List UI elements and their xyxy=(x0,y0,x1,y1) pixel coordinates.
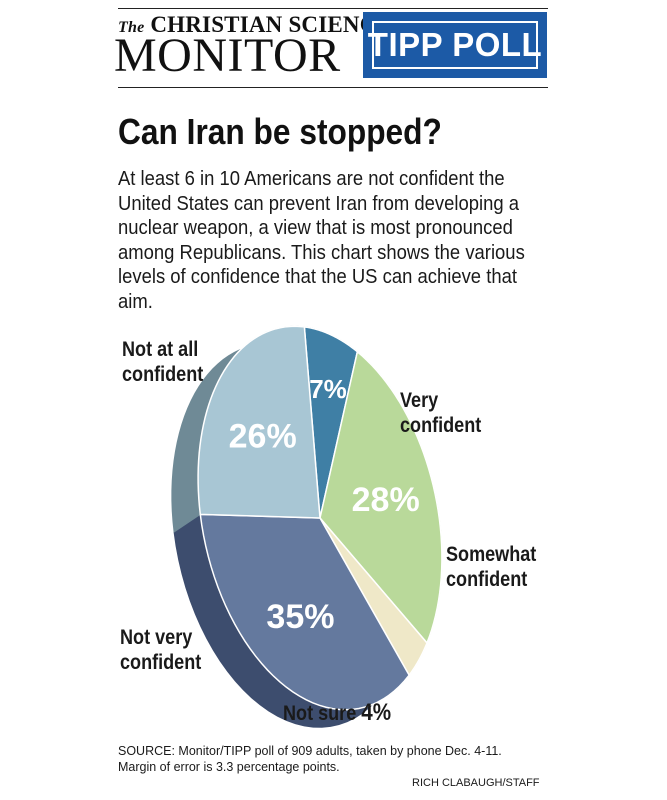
headline: Can Iran be stopped? xyxy=(118,111,442,152)
dek-paragraph: At least 6 in 10 Americans are not confi… xyxy=(118,167,525,313)
tipp-poll-badge-text: TIPP POLL xyxy=(368,21,542,69)
source-note: SOURCE: Monitor/TIPP poll of 909 adults,… xyxy=(118,743,502,775)
label-very-confident: Very confident xyxy=(400,388,481,438)
masthead-monitor: MONITOR xyxy=(114,29,341,82)
source-line-2: Margin of error is 3.3 percentage points… xyxy=(118,760,340,774)
label-somewhat-confident: Somewhat confident xyxy=(446,542,536,592)
pie-slice-2 xyxy=(319,517,428,677)
label-very-line2: confident xyxy=(400,414,482,437)
pie-slice-1 xyxy=(319,350,443,645)
masthead-the: The xyxy=(118,19,145,36)
label-not-sure: Not sure 4% xyxy=(283,700,391,726)
pie-value-label-3: 35% xyxy=(266,598,334,636)
pie-slice-0 xyxy=(303,326,359,519)
graphic-credit: RICH CLABAUGH/STAFF xyxy=(412,777,540,789)
tipp-poll-badge: TIPP POLL xyxy=(363,12,547,78)
label-not-very-line1: Not very xyxy=(120,626,193,649)
label-not-very-confident: Not very confident xyxy=(120,625,201,675)
masthead-bottom-rule xyxy=(118,87,548,88)
label-not-at-all-line2: confident xyxy=(122,363,204,386)
pie-slice-4 xyxy=(197,325,321,519)
source-line-1: SOURCE: Monitor/TIPP poll of 909 adults,… xyxy=(118,744,502,758)
label-not-at-all-line1: Not at all xyxy=(122,338,199,361)
label-not-very-line2: confident xyxy=(120,651,202,674)
pie-value-label-0: 7% xyxy=(309,374,347,404)
pie-value-label-1: 28% xyxy=(352,481,420,519)
masthead-christian-science: The CHRISTIAN SCIENCE xyxy=(118,12,392,38)
masthead-christian-science-text: CHRISTIAN SCIENCE xyxy=(150,12,393,37)
pie-tops xyxy=(197,325,443,711)
label-somewhat-line2: confident xyxy=(446,568,528,591)
label-not-sure-text: Not sure xyxy=(283,702,357,725)
pie-slice-3 xyxy=(199,513,411,711)
pie-value-label-4: 26% xyxy=(229,418,297,456)
pie-value-labels: 7% 28% 35% 26% xyxy=(229,374,420,636)
label-not-sure-value: 4% xyxy=(361,699,392,726)
label-very-line1: Very xyxy=(400,389,439,412)
label-somewhat-line1: Somewhat xyxy=(446,543,537,566)
masthead-top-rule xyxy=(118,8,548,9)
label-not-at-all-confident: Not at all confident xyxy=(122,337,203,387)
